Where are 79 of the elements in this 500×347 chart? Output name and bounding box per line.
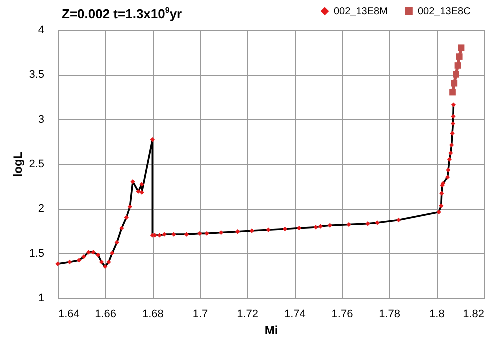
point (76, 258, 82, 263)
legend-label: 002_13E8C (418, 6, 471, 18)
point (454, 62, 462, 69)
x-tick-label: 1.64 (58, 308, 80, 320)
point (120, 226, 124, 231)
point (396, 218, 402, 223)
y-tick-label: 3.5 (29, 69, 44, 82)
x-tick-label: 1.68 (142, 308, 164, 320)
point (106, 260, 112, 265)
point (67, 260, 72, 265)
point (445, 175, 450, 180)
point (456, 54, 463, 60)
x-tick-label: 1.66 (95, 308, 117, 320)
point (458, 44, 465, 52)
point (157, 233, 162, 238)
point (204, 231, 210, 236)
chart-title: Z=0.002 t=1.3x10$^{9}$yr (62, 6, 182, 22)
point (250, 228, 254, 234)
point (96, 252, 101, 258)
point (451, 114, 456, 119)
point (99, 260, 104, 265)
point (451, 80, 458, 87)
point (446, 168, 451, 173)
x-axis-title: Mi (264, 324, 278, 338)
x-tick-label: 1.7 (192, 308, 208, 320)
point (128, 204, 133, 210)
x-tick-label: 1.82 (463, 308, 484, 320)
x-tick-label: 1.74 (284, 308, 306, 320)
point (450, 89, 456, 96)
y-axis-title: logL (11, 152, 26, 178)
y-tick-label: 1 (38, 292, 44, 304)
point (375, 220, 380, 226)
point (91, 250, 96, 255)
point (328, 223, 333, 228)
point (172, 232, 176, 237)
point (451, 102, 456, 108)
legend-label: 002_13E8M (334, 6, 388, 18)
point (366, 222, 370, 226)
x-tick-label: 1.76 (332, 308, 354, 320)
point (218, 230, 224, 236)
point (439, 204, 444, 208)
point (450, 131, 455, 136)
point (140, 182, 144, 187)
point (236, 230, 240, 234)
point (266, 228, 271, 232)
point (318, 224, 324, 229)
point (150, 138, 156, 142)
point (86, 250, 92, 255)
point (314, 225, 318, 230)
y-tick-label: 2 (38, 203, 44, 216)
point (102, 264, 108, 270)
point (436, 210, 442, 215)
point (297, 226, 302, 231)
point (56, 262, 60, 266)
point (82, 254, 86, 260)
point (282, 226, 288, 232)
point (448, 150, 454, 156)
point (198, 231, 202, 236)
point (124, 215, 129, 220)
point (346, 222, 352, 228)
point (140, 190, 144, 195)
point (162, 232, 167, 237)
point (449, 142, 454, 148)
point (450, 121, 456, 126)
point (440, 191, 444, 196)
x-tick-label: 1.78 (379, 308, 401, 320)
x-tick-label: 1.72 (237, 308, 259, 320)
y-tick-label: 1.5 (29, 248, 44, 260)
point (453, 72, 460, 78)
point (130, 180, 136, 184)
point (114, 240, 120, 245)
point (184, 232, 190, 237)
point (110, 250, 115, 256)
y-tick-label: 4 (38, 24, 44, 36)
point (136, 189, 141, 194)
y-tick-label: 3 (38, 114, 44, 126)
x-tick-label: 1.8 (430, 308, 445, 320)
y-tick-label: 2.5 (29, 158, 44, 170)
point (447, 157, 452, 162)
